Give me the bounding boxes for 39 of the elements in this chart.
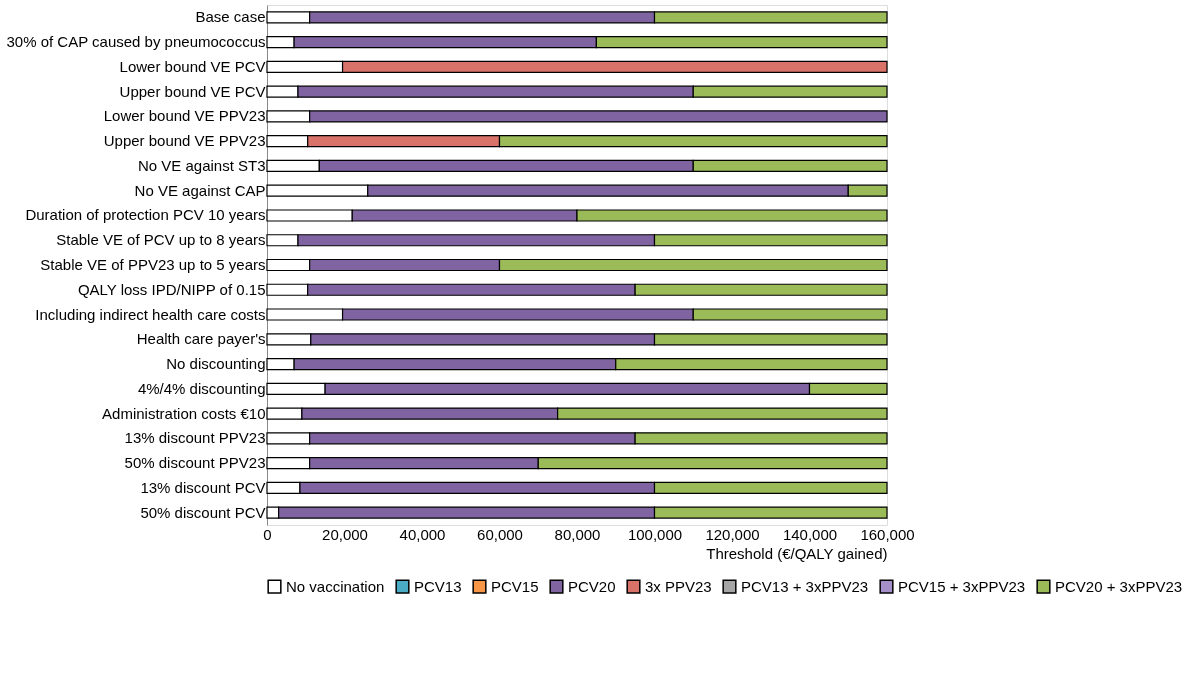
x-tick-label: 160,000 xyxy=(860,525,915,543)
x-tick-label: 20,000 xyxy=(322,525,368,543)
y-tick-label: QALY loss IPD/NIPP of 0.15 xyxy=(77,280,266,298)
x-axis-title: Threshold (€/QALY gained) xyxy=(706,544,888,562)
y-tick-label: Upper bound VE PPV23 xyxy=(103,132,266,150)
y-tick-label: Upper bound VE PCV xyxy=(119,82,266,100)
y-tick-label: 13% discount PPV23 xyxy=(124,429,266,447)
x-tick-label: 140,000 xyxy=(782,525,838,543)
legend-label: PCV13 + 3xPPV23 xyxy=(741,577,869,595)
legend-label: PCV15 xyxy=(491,577,539,595)
legend-label: PCV13 xyxy=(414,577,462,595)
x-tick-label: 0 xyxy=(263,525,272,543)
y-tick-label: Health care payer's xyxy=(136,330,266,348)
y-tick-label: Lower bound VE PPV23 xyxy=(103,107,266,125)
legend-label: PCV15 + 3xPPV23 xyxy=(898,577,1026,595)
y-tick-label: Duration of protection PCV 10 years xyxy=(25,206,266,224)
legend-label: PCV20 + 3xPPV23 xyxy=(1055,577,1183,595)
y-tick-label: 4%/4% discounting xyxy=(137,379,266,397)
legend-label: No vaccination xyxy=(286,577,385,595)
y-tick-label: No discounting xyxy=(166,355,266,373)
x-tick-label: 100,000 xyxy=(627,525,683,543)
legend-label: 3x PPV23 xyxy=(645,577,712,595)
legend-label: PCV20 xyxy=(568,577,616,595)
x-tick-label: 120,000 xyxy=(705,525,760,543)
y-tick-label: Stable VE of PPV23 up to 5 years xyxy=(40,256,266,273)
y-tick-label: Administration costs €10 xyxy=(102,404,266,422)
y-tick-label: Lower bound VE PCV xyxy=(119,57,266,75)
y-tick-label: 30% of CAP caused by pneumococcus xyxy=(6,33,266,51)
x-tick-label: 80,000 xyxy=(554,525,601,543)
y-tick-label: Stable VE of PCV up to 8 years xyxy=(56,231,266,249)
y-tick-label: No VE against ST3 xyxy=(137,156,266,174)
y-tick-label: 50% discount PPV23 xyxy=(124,454,266,472)
y-tick-label: Including indirect health care costs xyxy=(35,305,266,323)
x-tick-label: 60,000 xyxy=(477,525,523,543)
y-tick-label: 50% discount PCV xyxy=(140,503,266,521)
y-tick-label: 13% discount PCV xyxy=(140,478,266,496)
y-tick-label: No VE against CAP xyxy=(134,181,266,199)
x-tick-label: 40,000 xyxy=(399,525,446,543)
y-tick-label: Base case xyxy=(195,8,266,26)
